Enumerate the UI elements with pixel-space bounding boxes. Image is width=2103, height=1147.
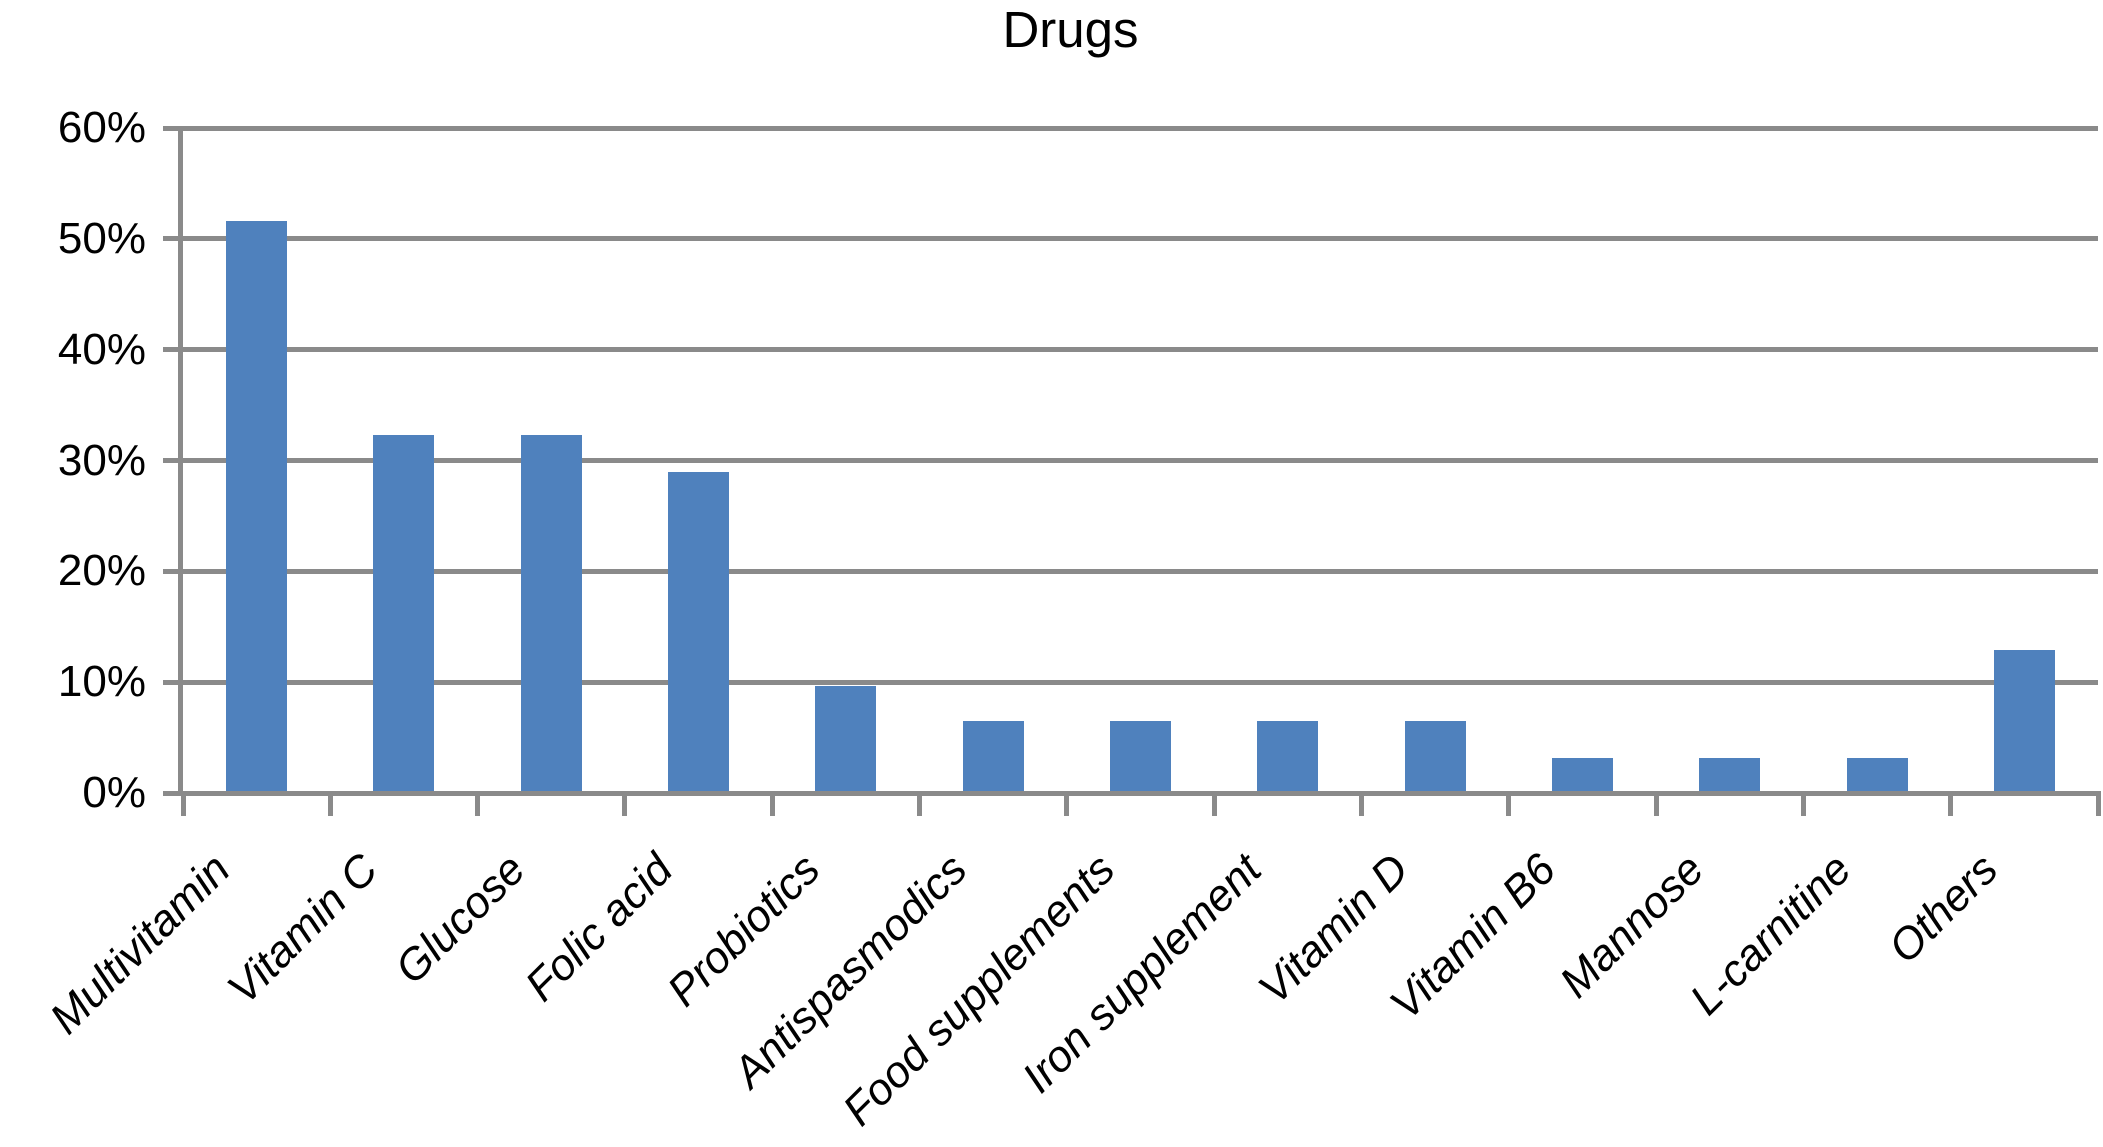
y-axis-tick	[163, 790, 183, 796]
x-axis-tick	[622, 791, 628, 816]
bar-l-carnitine	[1846, 757, 1908, 793]
y-tick-label: 10%	[57, 657, 146, 707]
x-axis-tick	[1506, 791, 1512, 816]
gridline	[183, 679, 2098, 685]
bar-food-supplements	[1110, 720, 1171, 793]
y-axis-tick	[163, 568, 183, 574]
gridline	[183, 236, 2098, 242]
x-category-label: Folic acid	[515, 844, 682, 1011]
x-axis-tick	[1211, 791, 1217, 816]
bar-vitamin-c	[373, 435, 435, 793]
bar-mannose	[1699, 757, 1761, 793]
y-axis-tick	[163, 458, 183, 463]
bar-multivitamin	[226, 221, 288, 793]
x-axis-tick	[917, 791, 923, 816]
bar-vitamin-b6	[1551, 757, 1613, 793]
y-tick-label: 30%	[57, 435, 146, 485]
x-category-label: Glucose	[385, 844, 535, 994]
chart-title: Drugs	[1002, 1, 1139, 58]
x-axis-tick	[180, 791, 186, 816]
y-tick-label: 60%	[57, 103, 146, 152]
x-category-label: L-carnitine	[1680, 844, 1861, 1025]
x-category-label: Food supplements	[833, 844, 1124, 1136]
x-axis-tick	[1358, 791, 1364, 816]
bar-antispasmodics	[962, 720, 1024, 793]
gridline	[183, 458, 2098, 463]
gridline	[183, 125, 2098, 131]
x-axis-tick	[475, 791, 481, 816]
y-tick-label: 0%	[82, 768, 146, 817]
x-category-label: Others	[1879, 844, 2008, 973]
bar-others	[1993, 650, 2055, 793]
x-axis-tick	[327, 791, 333, 816]
bar-glucose	[520, 435, 582, 793]
x-axis-line	[183, 790, 2098, 796]
x-axis-tick	[2095, 791, 2101, 816]
y-tick-label: 50%	[57, 213, 146, 263]
x-axis-tick	[769, 791, 775, 816]
y-axis-tick	[163, 125, 183, 131]
y-axis-tick	[163, 679, 183, 685]
x-axis-tick	[1948, 791, 1954, 816]
x-category-label: Vitamin C	[218, 844, 388, 1014]
x-axis-tick	[1800, 791, 1806, 816]
x-axis-tick	[1653, 791, 1659, 816]
y-tick-label: 40%	[57, 324, 146, 374]
bar-folic-acid	[668, 471, 730, 793]
y-axis-tick	[163, 347, 183, 353]
gridline	[183, 568, 2098, 574]
bar-probiotics	[815, 685, 877, 793]
plot-area	[163, 125, 2101, 816]
bar-vitamin-d	[1404, 720, 1466, 793]
y-axis-tick	[163, 236, 183, 242]
y-axis-line	[178, 128, 183, 793]
y-tick-label: 20%	[57, 546, 146, 596]
gridline	[183, 347, 2098, 353]
x-category-label: Multivitamin	[40, 844, 240, 1044]
bar-iron-supplement	[1257, 720, 1319, 793]
x-axis-tick	[1064, 791, 1070, 816]
